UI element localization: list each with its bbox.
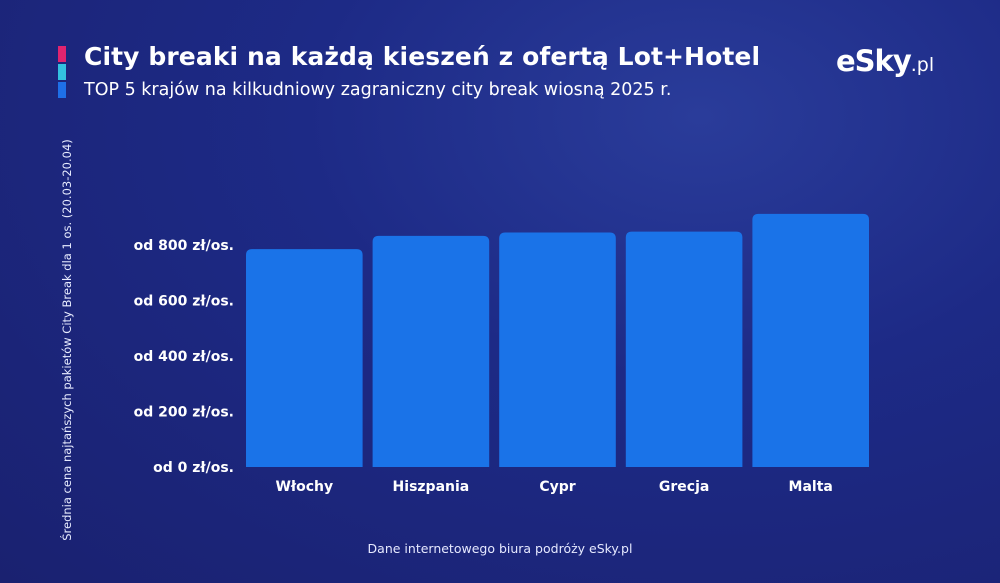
bar <box>752 213 869 467</box>
esky-logo: eSky.pl <box>836 44 934 78</box>
accent-bar-cyan <box>58 64 66 80</box>
x-tick-label: Hiszpania <box>393 479 470 495</box>
y-tick-label: od 400 zł/os. <box>134 349 234 365</box>
logo-domain: .pl <box>910 54 935 76</box>
bar <box>372 235 490 467</box>
y-tick-label: od 800 zł/os. <box>134 238 234 254</box>
bar <box>499 232 616 467</box>
chart-title: City breaki na każdą kieszeń z ofertą Lo… <box>84 42 761 71</box>
accent-bar-blue <box>58 82 66 98</box>
y-tick-label: od 200 zł/os. <box>134 405 234 421</box>
y-tick-label: od 0 zł/os. <box>153 460 234 476</box>
accent-bars <box>58 46 66 100</box>
logo-main: eSky <box>836 44 912 78</box>
x-tick-label: Cypr <box>539 479 575 495</box>
source-note: Dane internetowego biura podróży eSky.pl <box>367 541 633 556</box>
bar <box>246 249 363 467</box>
chart-subtitle: TOP 5 krajów na kilkudniowy zagraniczny … <box>84 80 672 100</box>
x-tick-label: Włochy <box>275 479 333 495</box>
accent-bar-pink <box>58 46 66 62</box>
bar <box>625 231 743 467</box>
x-tick-label: Grecja <box>659 479 709 495</box>
y-tick-label: od 600 zł/os. <box>134 294 234 310</box>
x-tick-label: Malta <box>789 479 833 495</box>
